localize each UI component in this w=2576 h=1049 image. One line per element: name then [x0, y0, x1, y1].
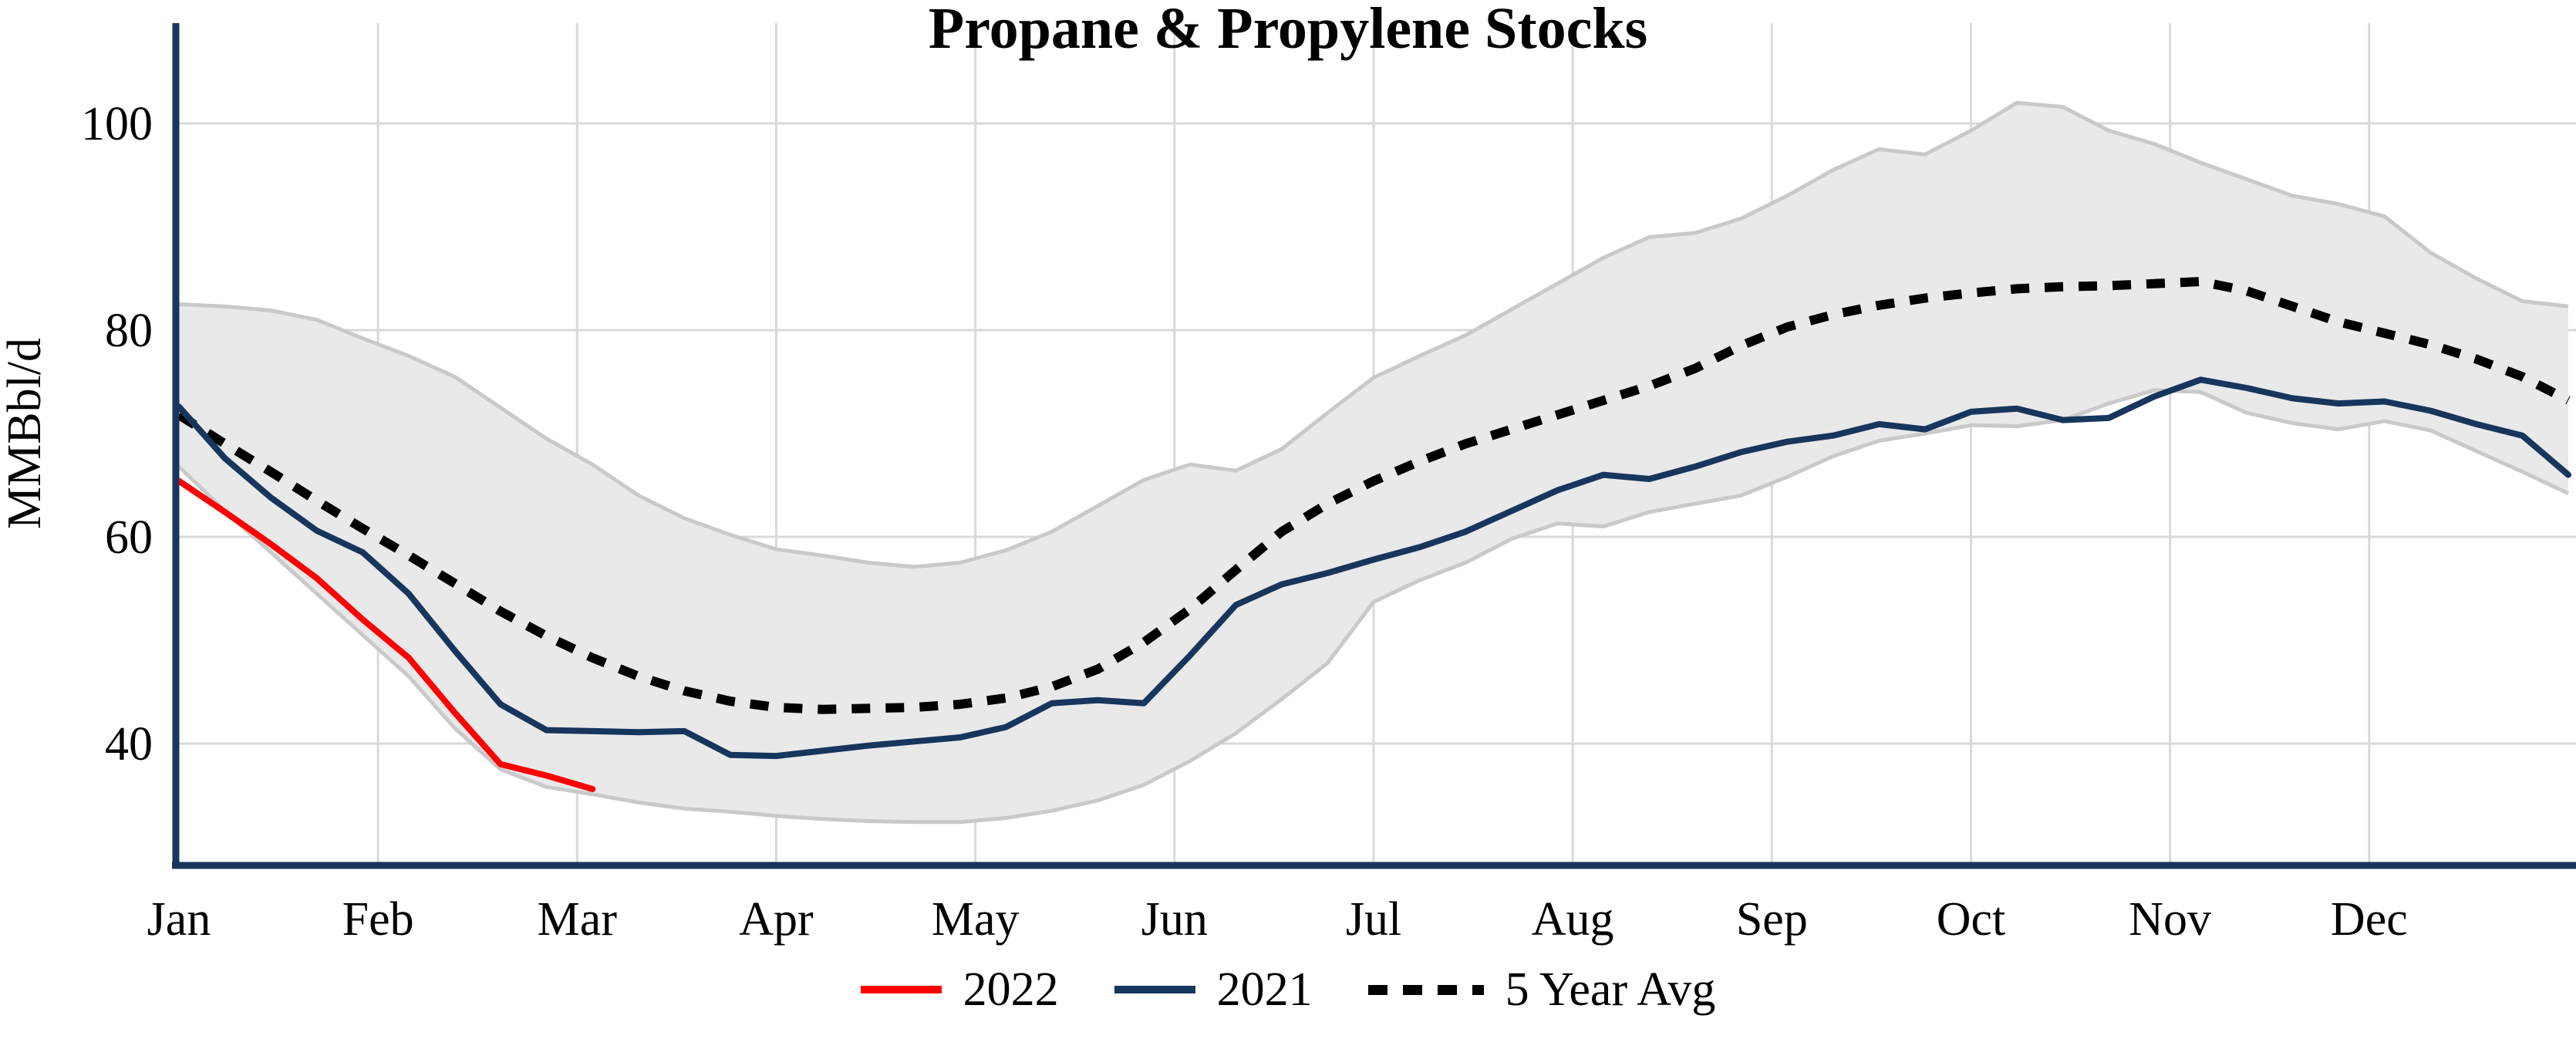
x-tick-label-Feb: Feb — [342, 893, 414, 946]
legend-label-2021: 2021 — [1216, 963, 1313, 1016]
legend-swatch-5yr-avg-dotted-line — [1367, 984, 1484, 995]
x-tick-label-May: May — [932, 893, 1020, 946]
five-year-range-band — [179, 103, 2568, 822]
x-tick-label-Jun: Jun — [1141, 893, 1208, 946]
y-tick-label-40: 40 — [105, 718, 153, 771]
legend-label-5yr-avg: 5 Year Avg — [1505, 963, 1716, 1016]
legend-swatch-2022-line — [860, 986, 942, 993]
x-tick-label-Nov: Nov — [2129, 893, 2211, 946]
legend-item-2022: 2022 — [860, 963, 1059, 1016]
legend-swatch-2021-line — [1114, 986, 1195, 993]
x-tick-label-Aug: Aug — [1532, 893, 1614, 946]
x-tick-label-Dec: Dec — [2331, 893, 2408, 946]
x-tick-label-Apr: Apr — [739, 893, 814, 946]
x-tick-label-Jul: Jul — [1346, 893, 1401, 946]
legend-item-5yr-avg: 5 Year Avg — [1367, 963, 1716, 1016]
five-year-range-upper-edge — [178, 100, 2569, 569]
y-tick-label-80: 80 — [105, 305, 153, 357]
y-tick-label-100: 100 — [81, 98, 153, 150]
legend-item-2021: 2021 — [1114, 966, 1313, 1014]
x-tick-label-Sep: Sep — [1736, 893, 1808, 946]
x-tick-label-Jan: Jan — [147, 893, 211, 946]
y-tick-label-60: 60 — [105, 511, 153, 564]
chart-title: Propane & Propylene Stocks — [928, 0, 1648, 61]
line-2022 — [176, 477, 596, 792]
line-2021 — [176, 376, 2571, 760]
x-tick-label-Oct: Oct — [1937, 893, 2006, 946]
x-tick-label-Mar: Mar — [538, 893, 618, 946]
legend-label-2022: 2022 — [963, 963, 1059, 1016]
y-axis-title: MMBbl/d — [0, 338, 51, 529]
five-year-avg-line — [176, 277, 2571, 714]
legend: 2022 2021 5 Year Avg — [0, 966, 2576, 1014]
